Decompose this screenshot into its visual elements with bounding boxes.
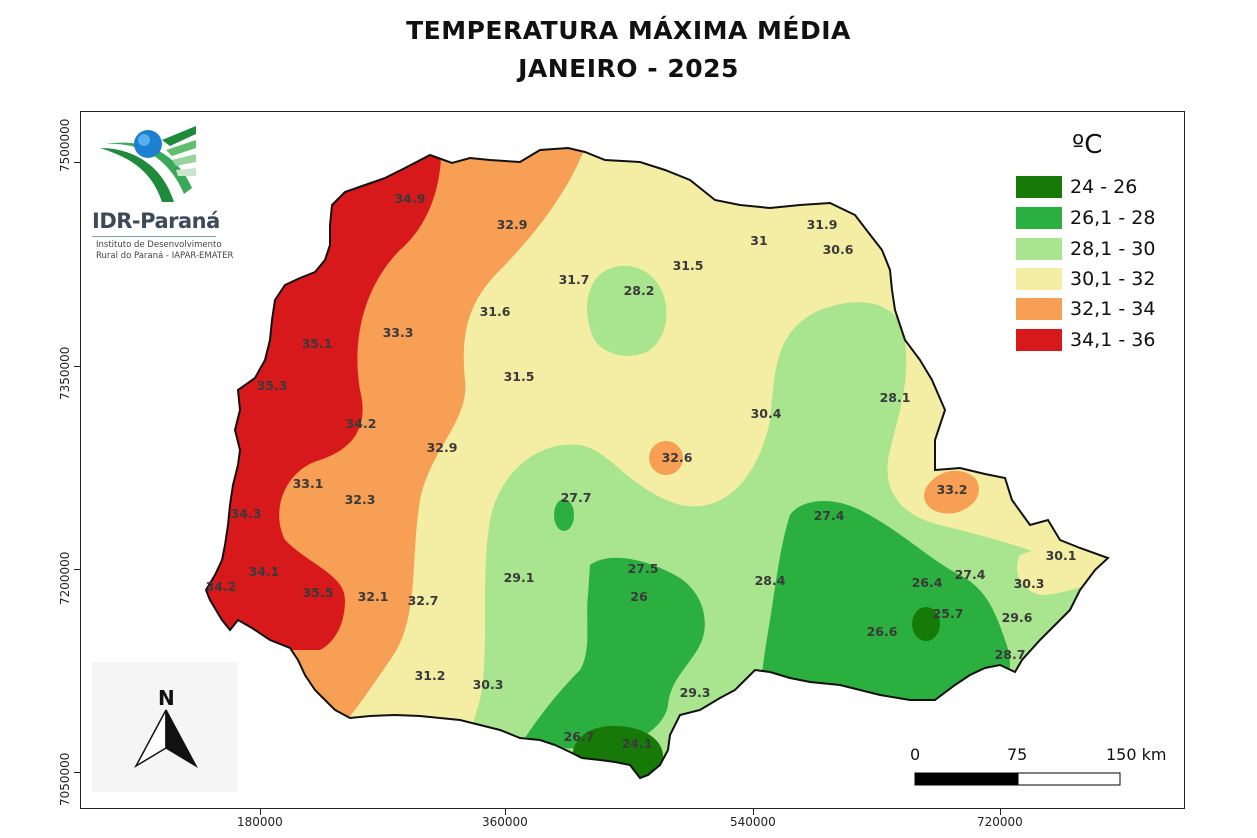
temperature-value-label: 30.6 — [823, 242, 854, 257]
temperature-value-label: 30.1 — [1046, 548, 1077, 563]
legend-swatch — [1016, 176, 1062, 198]
x-tick-label-1: 180000 — [237, 815, 283, 829]
temperature-value-label: 27.4 — [955, 567, 986, 582]
temperature-value-label: 31.9 — [807, 217, 838, 232]
temperature-value-label: 28.7 — [995, 647, 1026, 662]
temperature-value-label: 33.3 — [383, 325, 414, 340]
temperature-value-label: 30.3 — [473, 677, 504, 692]
north-arrow-icon — [134, 709, 198, 769]
temperature-value-label: 32.7 — [408, 593, 439, 608]
temperature-value-label: 25.7 — [933, 606, 964, 621]
legend-item: 26,1 - 28 — [1016, 204, 1155, 232]
x-tick-mark — [260, 809, 261, 815]
north-label: N — [158, 686, 175, 710]
legend-label: 24 - 26 — [1070, 176, 1138, 198]
legend-label: 34,1 - 36 — [1070, 329, 1156, 351]
x-tick-mark — [505, 809, 506, 815]
legend-swatch — [1016, 238, 1062, 260]
temperature-value-label: 28.2 — [624, 283, 655, 298]
legend-label: 28,1 - 30 — [1070, 238, 1156, 260]
legend-label: 32,1 - 34 — [1070, 298, 1156, 320]
temperature-value-label: 31.2 — [415, 668, 446, 683]
logo-divider — [92, 236, 216, 237]
temperature-value-label: 31.5 — [504, 369, 535, 384]
idr-parana-logo — [100, 126, 196, 202]
temperature-value-label: 34.9 — [395, 191, 426, 206]
temperature-value-label: 27.7 — [561, 490, 592, 505]
map-title-line1: TEMPERATURA MÁXIMA MÉDIA — [406, 16, 851, 45]
temperature-value-label: 27.5 — [628, 561, 659, 576]
temperature-value-label: 28.4 — [755, 573, 786, 588]
temperature-value-label: 30.3 — [1014, 576, 1045, 591]
legend-item: 28,1 - 30 — [1016, 235, 1155, 263]
x-tick-mark — [1000, 809, 1001, 815]
temperature-values: 34.9 32.9 31.9 31 30.6 31.7 28.2 31.5 31.6 33.3 35… — [206, 191, 1077, 751]
temperature-value-label: 29.6 — [1002, 610, 1033, 625]
temperature-value-label: 28.1 — [880, 390, 911, 405]
y-tick-mark — [74, 772, 80, 773]
scale-label-75: 75 — [1007, 745, 1028, 764]
temperature-value-label: 32.9 — [427, 440, 458, 455]
legend-swatch — [1016, 268, 1062, 290]
temperature-value-label: 32.3 — [345, 492, 376, 507]
logo-name: IDR-Paraná — [92, 209, 220, 233]
y-tick-mark — [74, 366, 80, 367]
scale-bar — [914, 772, 1121, 786]
logo-subtitle: Instituto de Desenvolvimento Rural do Pa… — [96, 240, 233, 262]
temperature-value-label: 33.1 — [293, 476, 324, 491]
legend-swatch — [1016, 207, 1062, 229]
legend-swatch — [1016, 329, 1062, 351]
legend-label: 30,1 - 32 — [1070, 268, 1156, 290]
temperature-value-label: 27.4 — [814, 508, 845, 523]
x-tick-mark — [753, 809, 754, 815]
temperature-value-label: 31.5 — [673, 258, 704, 273]
logo-subtitle-line2: Rural do Paraná - IAPAR-EMATER — [96, 251, 234, 261]
temperature-value-label: 32.1 — [358, 589, 389, 604]
temperature-value-label: 26 — [630, 589, 648, 604]
temperature-value-label: 33.2 — [937, 482, 968, 497]
temperature-value-label: 34.2 — [206, 579, 237, 594]
legend-item: 30,1 - 32 — [1016, 265, 1155, 293]
y-tick-mark — [74, 569, 80, 570]
legend-item: 34,1 - 36 — [1016, 326, 1155, 354]
legend-title: ºC — [1072, 130, 1103, 160]
x-tick-label-3: 540000 — [730, 815, 776, 829]
temperature-value-label: 35.3 — [257, 378, 288, 393]
temperature-value-label: 35.1 — [302, 336, 333, 351]
map-title-line2: JANEIRO - 2025 — [518, 54, 739, 83]
temperature-value-label: 34.3 — [231, 506, 262, 521]
legend-swatch — [1016, 298, 1062, 320]
temperature-value-label: 31.6 — [480, 304, 511, 319]
temperature-value-label: 34.1 — [249, 564, 280, 579]
x-tick-label-4: 720000 — [977, 815, 1023, 829]
temperature-value-label: 30.4 — [751, 406, 782, 421]
temperature-value-label: 32.6 — [662, 450, 693, 465]
temperature-value-label: 32.9 — [497, 217, 528, 232]
y-tick-mark — [74, 162, 80, 163]
temperature-value-label: 24.1 — [622, 736, 653, 751]
temperature-value-label: 26.6 — [867, 624, 898, 639]
temperature-value-label: 29.3 — [680, 685, 711, 700]
legend-label: 26,1 - 28 — [1070, 207, 1156, 229]
temperature-value-label: 26.7 — [564, 729, 595, 744]
logo-subtitle-line1: Instituto de Desenvolvimento — [96, 240, 222, 250]
temperature-value-label: 31.7 — [559, 272, 590, 287]
x-tick-label-2: 360000 — [482, 815, 528, 829]
legend-item: 24 - 26 — [1016, 173, 1137, 201]
scale-label-150: 150 km — [1106, 745, 1167, 764]
temperature-value-label: 35.5 — [303, 585, 334, 600]
temperature-value-label: 34.2 — [346, 416, 377, 431]
legend-item: 32,1 - 34 — [1016, 295, 1155, 323]
temperature-value-label: 31 — [750, 233, 767, 248]
scale-label-0: 0 — [910, 745, 921, 764]
temperature-value-label: 29.1 — [504, 570, 535, 585]
temperature-value-label: 26.4 — [912, 575, 943, 590]
